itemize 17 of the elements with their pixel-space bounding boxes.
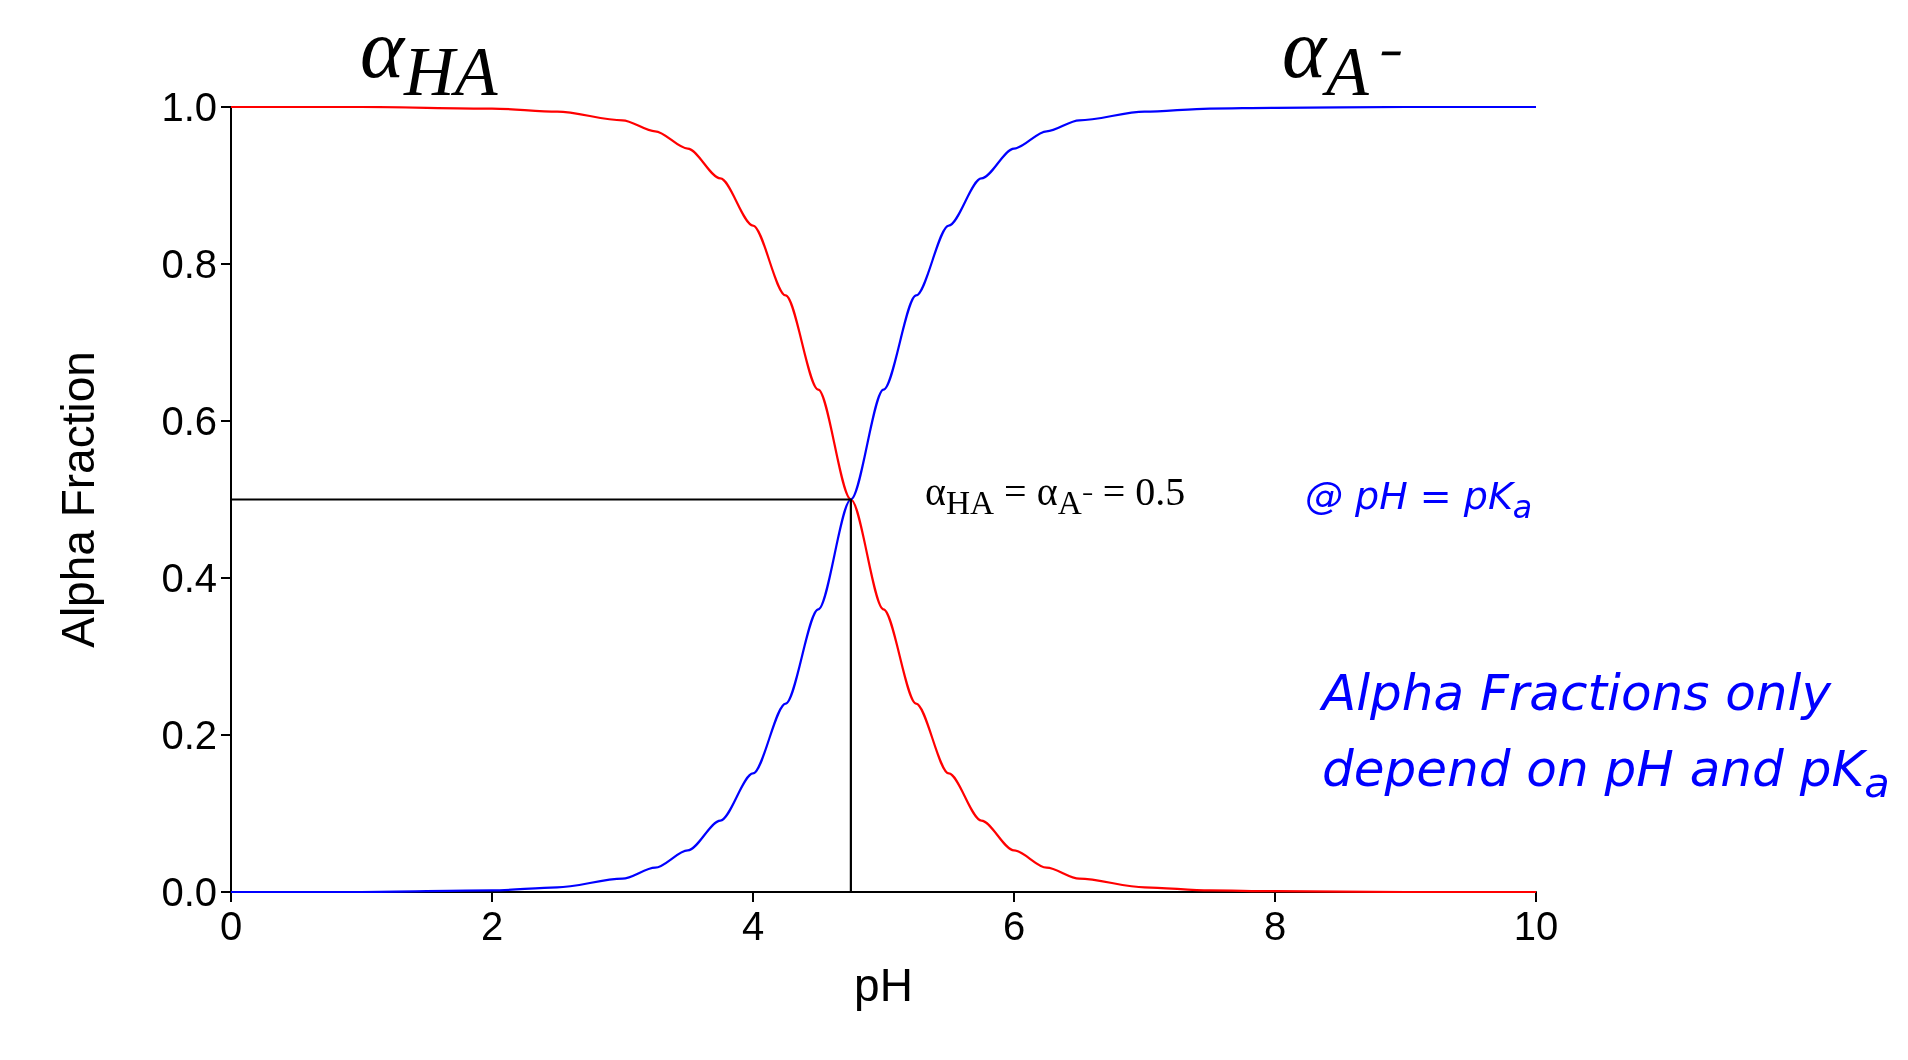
x-tick-label: 2: [480, 904, 504, 948]
x-tick-label: 0: [219, 904, 243, 948]
y-axis-title: Alpha Fraction: [52, 351, 104, 648]
y-tick-label: 0.4: [161, 556, 217, 600]
x-tick-label: 10: [1513, 904, 1559, 948]
x-axis-title: pH: [854, 959, 913, 1011]
y-tick-label: 0.0: [161, 870, 217, 914]
annotation: @ pH = pK$_{a}$: [1305, 474, 1533, 525]
y-tick-label: 0.6: [161, 399, 217, 443]
x-tick-label: 4: [741, 904, 765, 948]
y-tick-label: 1.0: [161, 85, 217, 129]
x-tick-label: 6: [1002, 904, 1026, 948]
annotation: α$_{HA}$: [360, 1, 498, 112]
y-tick-label: 0.8: [161, 242, 217, 286]
y-tick-label: 0.2: [161, 713, 217, 757]
x-tick-label: 8: [1263, 904, 1287, 948]
annotation: α$_{HA}$ = α$_{A⁻}$ = 0.5: [925, 468, 1186, 523]
